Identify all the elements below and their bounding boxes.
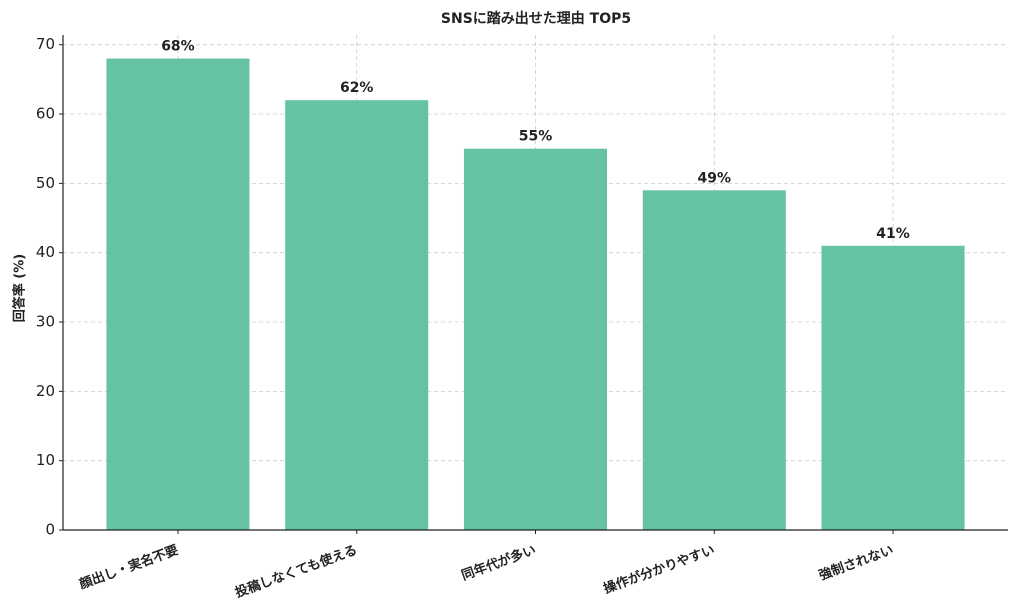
bar (463, 148, 608, 530)
y-tick-label: 20 (36, 382, 55, 400)
x-tick-label: 操作が分かりやすい (601, 542, 716, 597)
bar (642, 190, 786, 530)
value-label: 62% (340, 80, 374, 96)
y-tick-label: 30 (36, 313, 55, 331)
y-axis-label: 回答率 (%) (12, 254, 28, 322)
bar (106, 58, 250, 530)
x-tick-label: 投稿しなくても使える (233, 542, 359, 601)
chart-title: SNSに踏み出せた理由 TOP5 (441, 10, 631, 27)
y-tick-label: 10 (36, 451, 55, 469)
x-tick-label: 顔出し・実名不要 (76, 542, 180, 593)
value-label: 41% (876, 226, 910, 242)
x-tick-label: 強制されない (817, 542, 896, 584)
y-tick-label: 50 (36, 174, 55, 192)
y-tick-label: 40 (36, 243, 55, 261)
value-label: 55% (519, 129, 553, 145)
value-label: 68% (161, 39, 195, 55)
bar (821, 245, 965, 531)
y-tick-label: 70 (36, 35, 55, 53)
y-tick-label: 0 (45, 521, 55, 539)
y-tick-label: 60 (36, 105, 55, 123)
x-tick-label: 同年代が多い (459, 542, 538, 584)
value-label: 49% (698, 170, 732, 186)
bar (285, 100, 429, 531)
